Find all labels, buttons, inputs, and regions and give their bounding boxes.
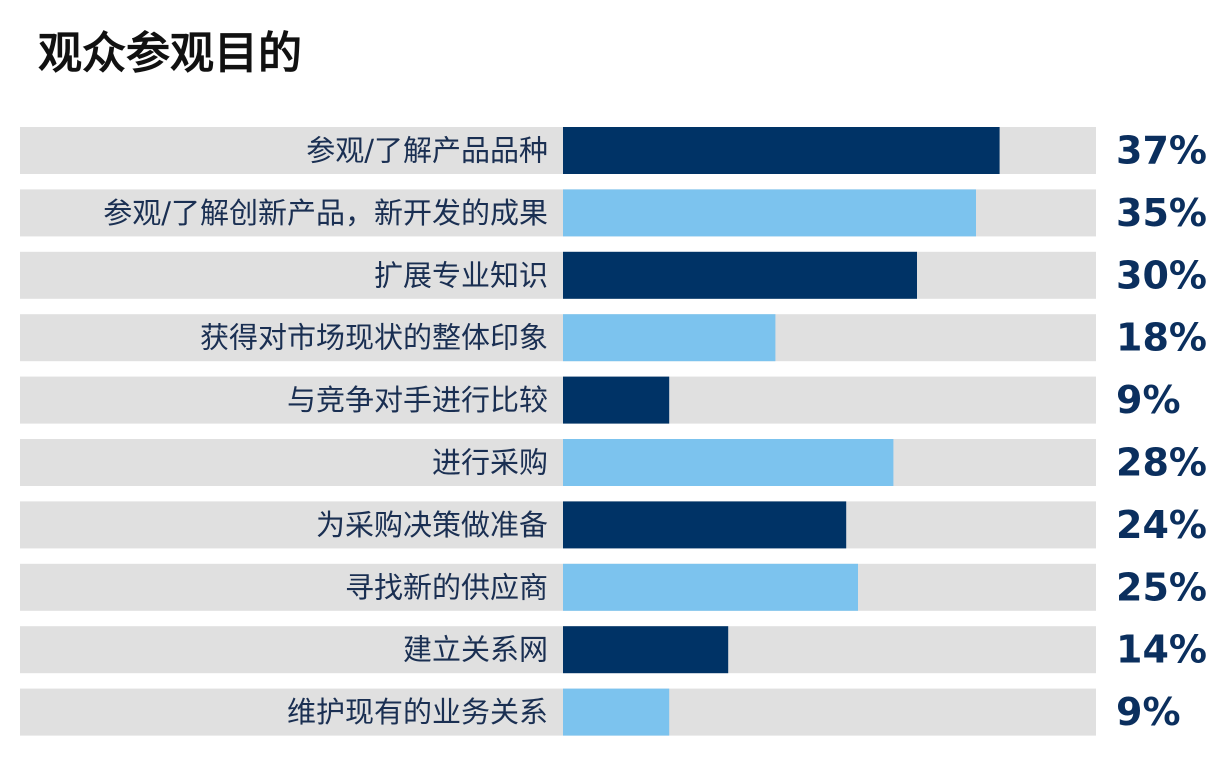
bar [563, 439, 894, 486]
category-label: 建立关系网 [403, 633, 548, 667]
bar-track [20, 563, 1096, 611]
value-label: 9% [1116, 378, 1181, 422]
bar [563, 251, 917, 299]
category-label: 参观/了解产品品种 [306, 134, 548, 168]
bar [563, 189, 976, 237]
value-label: 18% [1116, 316, 1207, 360]
value-label: 35% [1116, 191, 1207, 235]
category-label: 维护现有的业务关系 [287, 695, 548, 729]
bar [563, 501, 847, 549]
bar-track [20, 439, 1096, 486]
bar [563, 626, 729, 674]
value-label: 9% [1116, 690, 1181, 734]
bar-track [20, 251, 1096, 299]
bar-track [20, 314, 1096, 362]
category-label: 与竞争对手进行比较 [287, 383, 548, 417]
bar [563, 314, 776, 362]
bar-track [20, 626, 1096, 674]
category-label: 扩展专业知识 [374, 258, 548, 292]
category-labels: 参观/了解产品品种参观/了解创新产品，新开发的成果扩展专业知识获得对市场现状的整… [103, 134, 548, 730]
category-label: 获得对市场现状的整体印象 [200, 321, 548, 355]
category-label: 参观/了解创新产品，新开发的成果 [103, 196, 548, 230]
bar [563, 127, 1000, 174]
value-label: 14% [1116, 628, 1207, 672]
value-label: 28% [1116, 441, 1207, 485]
bar-track [20, 688, 1096, 736]
bar-track [20, 501, 1096, 549]
value-label: 37% [1116, 129, 1207, 173]
value-label: 25% [1116, 565, 1207, 609]
bars [563, 127, 1000, 736]
value-labels: 37% 35% 30% 18% 9% 28% 24% 25% 14% 9% [1116, 129, 1207, 735]
category-label: 为采购决策做准备 [316, 508, 548, 542]
chart-title: 观众参观目的 [38, 28, 302, 79]
bar [563, 563, 858, 611]
bar [563, 376, 670, 424]
value-label: 30% [1116, 253, 1207, 297]
bar [563, 688, 670, 736]
value-label: 24% [1116, 503, 1207, 547]
bar-track [20, 376, 1096, 424]
category-label: 寻找新的供应商 [345, 570, 548, 604]
category-label: 进行采购 [432, 446, 548, 480]
